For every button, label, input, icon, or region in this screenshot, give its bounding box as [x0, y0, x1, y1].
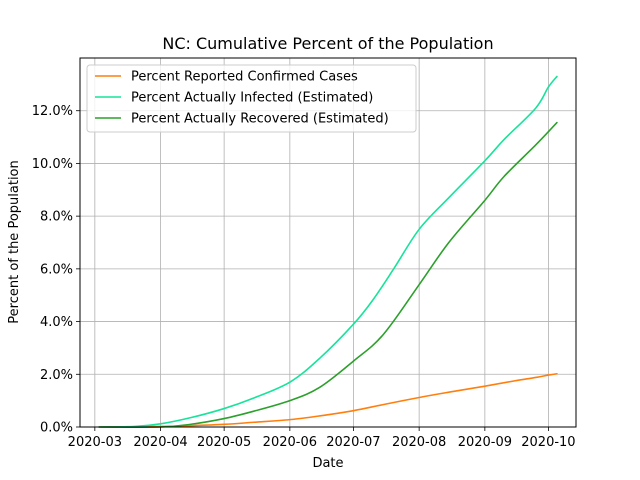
- x-tick-label: 2020-07: [326, 435, 380, 450]
- legend-entry-3: Percent Actually Recovered (Estimated): [131, 112, 389, 127]
- x-tick-label: 2020-09: [458, 435, 512, 450]
- x-tick-label: 2020-10: [521, 435, 575, 450]
- plot-frame: [79, 57, 577, 428]
- legend: Percent Reported Confirmed Cases Percent …: [86, 64, 417, 133]
- y-tick-label: 6.0%: [40, 262, 73, 277]
- legend-entry-2: Percent Actually Infected (Estimated): [131, 91, 373, 106]
- x-tick-label: 2020-05: [197, 435, 251, 450]
- y-tick-label: 8.0%: [40, 210, 73, 225]
- legend-entry-1: Percent Reported Confirmed Cases: [131, 70, 358, 85]
- series-line-2: [98, 75, 558, 428]
- chart-title: NC: Cumulative Percent of the Population: [162, 34, 493, 53]
- x-axis: 2020-03 2020-04 2020-05 2020-06 2020-07 2020-…: [68, 427, 576, 450]
- y-tick-label: 10.0%: [32, 157, 73, 172]
- x-tick-label: 2020-08: [392, 435, 446, 450]
- series-line-3: [98, 121, 558, 428]
- x-tick-label: 2020-03: [68, 435, 122, 450]
- series-layer: [98, 75, 558, 428]
- legend-box: [86, 64, 417, 133]
- y-axis: 0.0% 2.0% 4.0% 6.0% 8.0% 10.0% 12.0%: [32, 104, 80, 436]
- y-tick-label: 2.0%: [40, 368, 73, 383]
- y-tick-label: 0.0%: [40, 421, 73, 436]
- y-axis-label: Percent of the Population: [7, 160, 22, 323]
- y-tick-label: 12.0%: [32, 104, 73, 119]
- series-line-1: [98, 372, 558, 428]
- y-tick-label: 4.0%: [40, 315, 73, 330]
- x-tick-label: 2020-06: [263, 435, 317, 450]
- x-tick-label: 2020-04: [133, 435, 187, 450]
- x-axis-label: Date: [312, 456, 343, 471]
